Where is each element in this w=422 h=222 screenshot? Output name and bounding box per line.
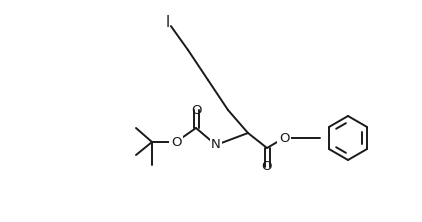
- Text: I: I: [166, 14, 170, 30]
- Text: O: O: [279, 131, 289, 145]
- Text: O: O: [262, 161, 272, 174]
- Text: O: O: [171, 135, 181, 149]
- Text: O: O: [191, 103, 201, 117]
- Text: N: N: [211, 139, 221, 151]
